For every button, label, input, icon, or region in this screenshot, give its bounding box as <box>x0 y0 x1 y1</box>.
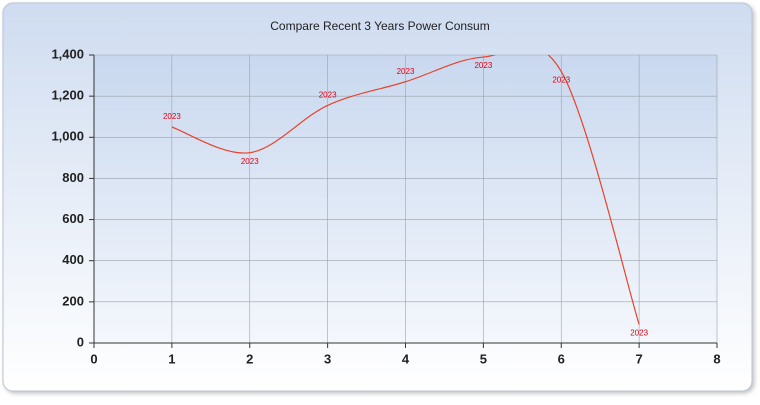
x-tick-label: 2 <box>246 351 253 366</box>
y-tick-label: 200 <box>62 293 84 308</box>
data-label: 2023 <box>630 329 648 338</box>
y-tick-label: 1,400 <box>51 46 84 61</box>
line <box>171 55 640 325</box>
y-tick-label: 400 <box>62 252 84 267</box>
x-tick-label: 4 <box>402 351 410 366</box>
data-label: 2023 <box>552 76 570 85</box>
x-tick-label: 8 <box>713 351 720 366</box>
chart-title: Compare Recent 3 Years Power Consum <box>270 19 489 33</box>
x-tick-label: 1 <box>168 351 175 366</box>
data-label: 2023 <box>241 157 259 166</box>
y-tick-label: 1,200 <box>51 88 84 103</box>
data-label: 2023 <box>319 91 337 100</box>
y-tick-label: 1,000 <box>51 129 84 144</box>
data-label: 2023 <box>474 61 492 70</box>
y-tick-label: 800 <box>62 170 84 185</box>
y-tick-label: 600 <box>62 211 84 226</box>
x-tick-label: 3 <box>324 351 331 366</box>
data-label: 2023 <box>163 112 181 121</box>
x-tick-label: 5 <box>480 351 487 366</box>
data-label: 2023 <box>397 67 415 76</box>
x-tick-label: 6 <box>558 351 565 366</box>
x-tick-label: 0 <box>90 351 97 366</box>
y-tick-label: 0 <box>77 334 84 349</box>
x-tick-label: 7 <box>636 351 643 366</box>
